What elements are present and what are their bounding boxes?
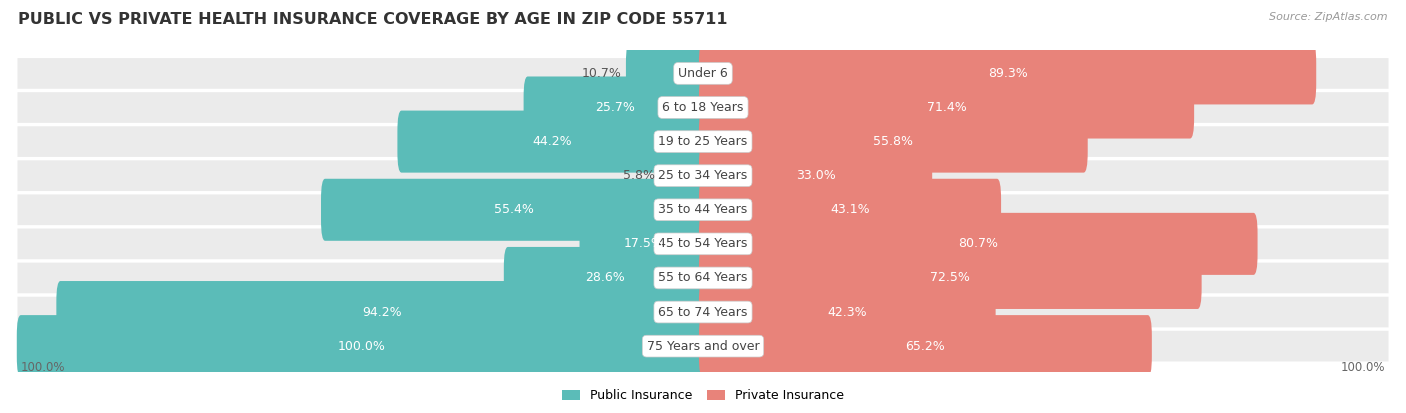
FancyBboxPatch shape <box>17 160 1389 191</box>
Text: 44.2%: 44.2% <box>533 135 572 148</box>
FancyBboxPatch shape <box>17 315 707 377</box>
FancyBboxPatch shape <box>699 247 1202 309</box>
Text: Under 6: Under 6 <box>678 67 728 80</box>
Text: Source: ZipAtlas.com: Source: ZipAtlas.com <box>1270 12 1388 22</box>
Text: 10.7%: 10.7% <box>582 67 621 80</box>
Text: 19 to 25 Years: 19 to 25 Years <box>658 135 748 148</box>
FancyBboxPatch shape <box>503 247 707 309</box>
FancyBboxPatch shape <box>17 297 1389 328</box>
Text: 55.4%: 55.4% <box>494 203 534 216</box>
FancyBboxPatch shape <box>17 126 1389 157</box>
FancyBboxPatch shape <box>17 331 1389 361</box>
Text: 25.7%: 25.7% <box>595 101 636 114</box>
Text: 100.0%: 100.0% <box>1340 361 1385 374</box>
FancyBboxPatch shape <box>321 179 707 241</box>
Text: 89.3%: 89.3% <box>987 67 1028 80</box>
FancyBboxPatch shape <box>523 76 707 138</box>
FancyBboxPatch shape <box>17 58 1389 89</box>
Text: 72.5%: 72.5% <box>931 271 970 285</box>
FancyBboxPatch shape <box>398 111 707 173</box>
FancyBboxPatch shape <box>579 213 707 275</box>
Text: 6 to 18 Years: 6 to 18 Years <box>662 101 744 114</box>
FancyBboxPatch shape <box>699 145 932 207</box>
FancyBboxPatch shape <box>17 263 1389 293</box>
Text: 33.0%: 33.0% <box>796 169 835 182</box>
Text: 100.0%: 100.0% <box>21 361 66 374</box>
Text: 25 to 34 Years: 25 to 34 Years <box>658 169 748 182</box>
Text: PUBLIC VS PRIVATE HEALTH INSURANCE COVERAGE BY AGE IN ZIP CODE 55711: PUBLIC VS PRIVATE HEALTH INSURANCE COVER… <box>18 12 728 27</box>
Text: 42.3%: 42.3% <box>828 306 868 318</box>
Text: 71.4%: 71.4% <box>927 101 966 114</box>
Text: 94.2%: 94.2% <box>361 306 402 318</box>
Text: 43.1%: 43.1% <box>830 203 870 216</box>
Text: 100.0%: 100.0% <box>337 339 385 353</box>
Text: 55 to 64 Years: 55 to 64 Years <box>658 271 748 285</box>
FancyBboxPatch shape <box>699 76 1194 138</box>
Text: 17.5%: 17.5% <box>623 237 664 250</box>
FancyBboxPatch shape <box>699 281 995 343</box>
Text: 45 to 54 Years: 45 to 54 Years <box>658 237 748 250</box>
FancyBboxPatch shape <box>699 315 1152 377</box>
FancyBboxPatch shape <box>699 213 1257 275</box>
Text: 35 to 44 Years: 35 to 44 Years <box>658 203 748 216</box>
FancyBboxPatch shape <box>699 179 1001 241</box>
FancyBboxPatch shape <box>17 92 1389 123</box>
FancyBboxPatch shape <box>699 111 1088 173</box>
FancyBboxPatch shape <box>17 195 1389 225</box>
FancyBboxPatch shape <box>699 43 1316 104</box>
FancyBboxPatch shape <box>626 43 707 104</box>
Text: 75 Years and over: 75 Years and over <box>647 339 759 353</box>
Text: 55.8%: 55.8% <box>873 135 914 148</box>
Text: 80.7%: 80.7% <box>959 237 998 250</box>
Legend: Public Insurance, Private Insurance: Public Insurance, Private Insurance <box>557 385 849 407</box>
Text: 5.8%: 5.8% <box>623 169 655 182</box>
Text: 28.6%: 28.6% <box>585 271 626 285</box>
FancyBboxPatch shape <box>17 228 1389 259</box>
Text: 65.2%: 65.2% <box>905 339 945 353</box>
Text: 65 to 74 Years: 65 to 74 Years <box>658 306 748 318</box>
FancyBboxPatch shape <box>56 281 707 343</box>
FancyBboxPatch shape <box>659 145 707 207</box>
